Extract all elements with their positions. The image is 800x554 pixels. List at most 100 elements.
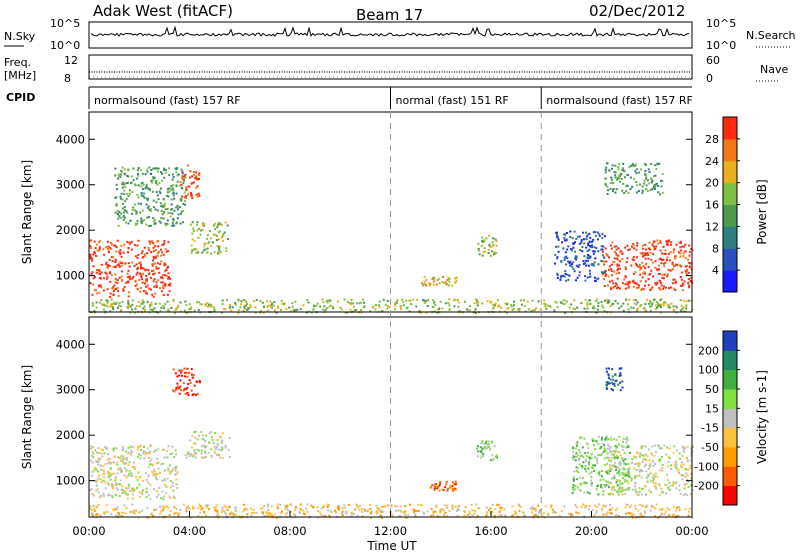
- cell: [609, 492, 612, 495]
- cell: [113, 288, 116, 291]
- cell: [107, 476, 110, 479]
- cell: [190, 368, 193, 371]
- cell: [429, 515, 432, 517]
- cell: [659, 239, 662, 242]
- cell: [107, 471, 110, 474]
- cell: [572, 242, 575, 245]
- cell: [575, 511, 578, 514]
- cell: [244, 307, 246, 310]
- cell: [196, 229, 199, 232]
- cell: [426, 305, 429, 307]
- cell: [666, 473, 668, 476]
- cell: [474, 509, 476, 512]
- cell: [611, 465, 613, 467]
- cell: [195, 248, 198, 250]
- cell: [125, 492, 128, 495]
- cell: [114, 303, 117, 305]
- cell: [588, 299, 591, 302]
- cell: [209, 230, 211, 232]
- cell: [519, 505, 522, 508]
- cell: [686, 474, 689, 477]
- cell: [597, 301, 600, 304]
- cell: [667, 240, 670, 243]
- cell: [578, 235, 581, 238]
- colorbar-tick-label: 15: [705, 402, 719, 415]
- cell: [188, 455, 191, 457]
- cell: [113, 447, 116, 450]
- cell: [674, 509, 677, 512]
- cell: [206, 247, 209, 250]
- cell: [613, 457, 616, 460]
- colorbar-tick-label: -50: [701, 441, 719, 454]
- cell: [682, 494, 685, 497]
- cell: [604, 273, 607, 276]
- cell: [589, 245, 591, 247]
- cell: [432, 306, 435, 309]
- cell: [648, 459, 651, 462]
- cell: [161, 508, 164, 511]
- cell: [674, 257, 677, 260]
- cell: [109, 295, 112, 298]
- cell: [115, 482, 118, 484]
- cell: [671, 261, 674, 264]
- cell: [687, 459, 689, 462]
- cell: [623, 192, 626, 194]
- cell: [130, 452, 133, 455]
- cell: [675, 243, 678, 246]
- cell: [688, 250, 691, 253]
- cell: [658, 458, 661, 461]
- cell: [120, 309, 123, 311]
- cell: [634, 481, 637, 484]
- cell: [137, 174, 140, 177]
- cell: [645, 177, 648, 180]
- cell: [199, 511, 202, 514]
- cell: [204, 440, 207, 443]
- cell: [168, 495, 171, 498]
- cell: [213, 251, 216, 254]
- cell: [213, 306, 216, 309]
- cell: [197, 435, 200, 438]
- cell: [663, 252, 666, 255]
- cell: [195, 251, 198, 254]
- cell: [204, 450, 207, 453]
- cell: [468, 511, 471, 513]
- cell: [464, 506, 467, 509]
- cell: [91, 302, 94, 305]
- cell: [651, 286, 654, 289]
- cell: [153, 272, 156, 275]
- cell: [641, 192, 644, 195]
- cell: [122, 457, 125, 460]
- cell: [531, 506, 533, 509]
- cell: [116, 472, 119, 475]
- cell: [584, 298, 587, 301]
- cell: [658, 258, 661, 261]
- cell: [246, 303, 249, 305]
- cell: [172, 368, 175, 371]
- cell: [604, 438, 607, 441]
- cell: [618, 443, 621, 446]
- cell: [93, 509, 96, 512]
- cell: [586, 491, 589, 494]
- cell: [275, 516, 278, 519]
- cell: [350, 511, 353, 514]
- cell: [151, 190, 154, 193]
- cell: [451, 507, 454, 510]
- cell: [481, 448, 484, 451]
- cell: [98, 291, 101, 294]
- cell: [374, 308, 377, 311]
- cell: [573, 299, 576, 302]
- cell: [611, 375, 614, 378]
- cell: [590, 453, 593, 456]
- cell: [175, 453, 177, 456]
- cell: [134, 468, 136, 471]
- cell: [121, 279, 123, 282]
- cell: [476, 515, 479, 517]
- cell: [683, 451, 686, 453]
- cell: [182, 503, 185, 506]
- cell: [396, 299, 399, 301]
- cell: [114, 476, 117, 479]
- cell: [638, 263, 641, 266]
- cell: [485, 446, 488, 449]
- cell: [127, 299, 130, 302]
- cell: [97, 477, 100, 480]
